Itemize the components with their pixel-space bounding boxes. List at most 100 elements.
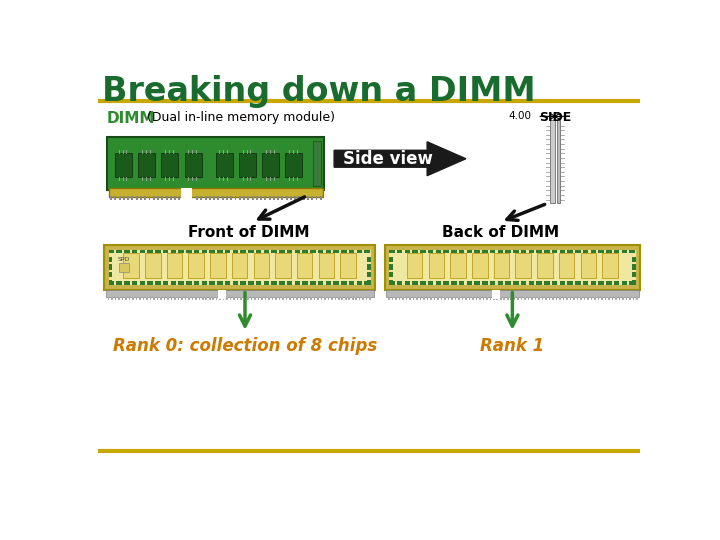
Text: Rank 0: collection of 8 chips: Rank 0: collection of 8 chips bbox=[113, 338, 377, 355]
Bar bbox=[583, 281, 588, 285]
Bar bbox=[557, 120, 559, 204]
Bar bbox=[516, 253, 531, 278]
Bar bbox=[389, 256, 393, 262]
Bar bbox=[559, 298, 561, 300]
Bar bbox=[217, 281, 222, 285]
Bar bbox=[465, 298, 467, 300]
Bar bbox=[467, 281, 472, 285]
Bar bbox=[239, 153, 256, 177]
Bar bbox=[146, 298, 148, 300]
Bar bbox=[132, 298, 134, 300]
Bar bbox=[462, 298, 463, 300]
Bar bbox=[112, 298, 113, 300]
Bar bbox=[598, 281, 604, 285]
Bar bbox=[279, 281, 284, 285]
Bar bbox=[590, 281, 596, 285]
Bar bbox=[545, 298, 547, 300]
Bar bbox=[606, 249, 611, 253]
Bar bbox=[573, 298, 575, 300]
Bar bbox=[179, 195, 180, 200]
Bar bbox=[364, 281, 370, 285]
Bar bbox=[352, 298, 354, 300]
Bar bbox=[359, 298, 361, 300]
Bar bbox=[178, 298, 179, 300]
Bar bbox=[356, 298, 357, 300]
Bar bbox=[226, 195, 228, 200]
Bar bbox=[299, 195, 300, 200]
Bar bbox=[389, 281, 395, 285]
Bar bbox=[202, 298, 204, 300]
Bar bbox=[348, 298, 350, 300]
Bar bbox=[123, 195, 125, 200]
Bar bbox=[389, 264, 393, 269]
Bar bbox=[145, 253, 161, 278]
Bar bbox=[319, 253, 334, 278]
Bar bbox=[109, 249, 371, 285]
Bar bbox=[493, 298, 495, 300]
Bar bbox=[225, 281, 230, 285]
Bar bbox=[325, 281, 331, 285]
Bar bbox=[117, 249, 122, 253]
Bar bbox=[264, 249, 269, 253]
Text: SIDE: SIDE bbox=[539, 111, 571, 124]
Bar bbox=[318, 249, 323, 253]
Bar bbox=[451, 281, 456, 285]
Bar bbox=[119, 195, 121, 200]
Bar bbox=[230, 195, 233, 200]
Bar bbox=[290, 195, 292, 200]
Bar bbox=[536, 249, 542, 253]
Bar bbox=[441, 298, 442, 300]
Bar bbox=[210, 253, 225, 278]
Bar bbox=[584, 298, 585, 300]
Bar bbox=[279, 298, 280, 300]
Bar bbox=[243, 195, 245, 200]
Bar bbox=[629, 281, 635, 285]
Bar bbox=[420, 281, 426, 285]
Bar bbox=[296, 298, 297, 300]
Bar bbox=[338, 298, 340, 300]
Bar bbox=[171, 281, 176, 285]
Bar bbox=[366, 280, 371, 285]
Bar bbox=[413, 281, 418, 285]
Bar bbox=[388, 298, 390, 300]
Bar bbox=[264, 195, 266, 200]
Bar bbox=[153, 298, 155, 300]
Bar bbox=[537, 253, 553, 278]
Bar bbox=[518, 298, 519, 300]
Bar bbox=[317, 298, 319, 300]
Bar bbox=[476, 298, 477, 300]
Bar bbox=[220, 298, 221, 300]
Bar bbox=[184, 153, 202, 177]
Bar bbox=[389, 272, 393, 278]
Bar bbox=[567, 281, 573, 285]
Bar bbox=[194, 281, 199, 285]
Bar bbox=[618, 298, 620, 300]
Bar bbox=[294, 195, 296, 200]
Bar bbox=[167, 298, 168, 300]
Bar bbox=[248, 195, 249, 200]
Bar bbox=[136, 195, 138, 200]
Bar bbox=[275, 298, 276, 300]
Bar bbox=[389, 249, 395, 253]
Bar bbox=[498, 281, 503, 285]
Bar bbox=[467, 249, 472, 253]
Bar bbox=[528, 298, 529, 300]
Bar bbox=[552, 298, 554, 300]
Bar bbox=[318, 281, 323, 285]
Bar bbox=[286, 298, 287, 300]
Bar bbox=[302, 249, 307, 253]
Text: (Dual in-line memory module): (Dual in-line memory module) bbox=[143, 111, 335, 124]
Text: Breaking down a DIMM: Breaking down a DIMM bbox=[102, 75, 535, 108]
Bar bbox=[399, 298, 400, 300]
Bar bbox=[490, 298, 491, 300]
Bar bbox=[171, 249, 176, 253]
Bar bbox=[428, 253, 444, 278]
Bar bbox=[251, 195, 253, 200]
Bar bbox=[202, 249, 207, 253]
Bar bbox=[210, 249, 215, 253]
Bar bbox=[590, 298, 593, 300]
Bar bbox=[153, 195, 155, 200]
Bar bbox=[384, 245, 640, 289]
Bar bbox=[513, 281, 518, 285]
Bar bbox=[189, 253, 204, 278]
